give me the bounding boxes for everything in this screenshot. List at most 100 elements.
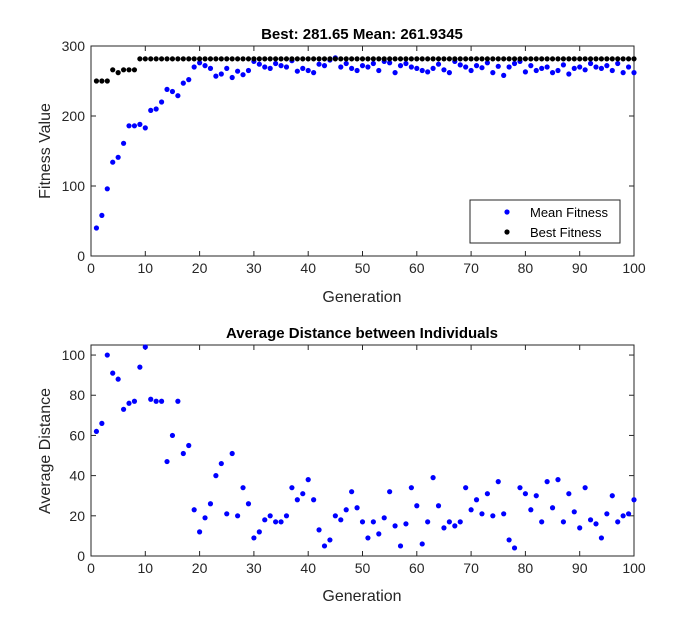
best-fitness-point	[473, 56, 480, 62]
mean-fitness-point	[430, 65, 436, 71]
mean-fitness-point	[419, 67, 425, 74]
best-fitness-point	[93, 78, 100, 84]
distance-x-tick-label: 10	[138, 560, 154, 576]
distance-point	[376, 531, 382, 537]
distance-point	[495, 479, 501, 485]
distance-point	[381, 515, 387, 521]
best-fitness-point	[419, 56, 425, 62]
mean-fitness-point	[598, 65, 605, 71]
mean-fitness-point	[587, 60, 594, 67]
distance-point	[278, 519, 284, 525]
distance-point	[148, 396, 154, 402]
mean-fitness-point	[582, 67, 588, 73]
mean-fitness-point	[245, 67, 252, 74]
mean-fitness-point	[316, 61, 322, 67]
distance-point	[544, 479, 550, 485]
best-fitness-point	[484, 56, 490, 62]
distance-point	[631, 497, 637, 503]
mean-fitness-point	[131, 123, 138, 129]
best-fitness-point	[245, 56, 252, 62]
mean-fitness-point	[571, 65, 577, 71]
distance-point	[370, 519, 376, 525]
best-fitness-point	[403, 56, 409, 62]
best-fitness-point	[397, 56, 404, 62]
mean-fitness-point	[175, 93, 181, 99]
best-fitness-point	[224, 56, 230, 62]
best-fitness-point	[104, 78, 110, 84]
best-fitness-point	[120, 67, 127, 73]
fitness-x-tick-label: 100	[622, 260, 646, 276]
mean-fitness-point	[235, 68, 241, 74]
distance-point	[202, 515, 208, 521]
mean-fitness-point	[169, 88, 176, 95]
mean-fitness-point	[577, 64, 583, 70]
mean-fitness-point	[425, 69, 431, 75]
mean-fitness-point	[408, 64, 414, 70]
distance-y-tick-label: 80	[69, 387, 85, 403]
best-fitness-point	[533, 56, 539, 62]
mean-fitness-point	[549, 70, 556, 76]
distance-point	[452, 523, 458, 529]
distance-point	[435, 503, 442, 509]
distance-point	[300, 491, 306, 497]
distance-point	[305, 477, 311, 483]
distance-point	[549, 505, 556, 511]
mean-fitness-point	[387, 60, 393, 66]
fitness-y-tick-label: 300	[62, 38, 86, 54]
distance-point	[235, 513, 241, 519]
best-fitness-point	[506, 56, 512, 62]
distance-point	[419, 541, 425, 547]
distance-point	[158, 398, 165, 404]
distance-data-points	[93, 344, 637, 551]
best-fitness-point	[593, 56, 599, 62]
best-fitness-point	[115, 70, 121, 76]
mean-fitness-point	[484, 60, 490, 66]
best-fitness-point	[327, 56, 333, 62]
distance-point	[625, 511, 632, 517]
best-fitness-point	[99, 78, 105, 84]
distance-x-tick-label: 60	[409, 560, 425, 576]
distance-point	[321, 543, 328, 549]
best-fitness-point	[273, 56, 279, 62]
distance-point	[528, 507, 534, 513]
mean-fitness-point	[158, 99, 165, 105]
distance-y-tick-label: 0	[77, 548, 85, 564]
mean-fitness-point	[137, 121, 143, 127]
distance-point	[338, 517, 344, 523]
mean-fitness-point	[479, 65, 485, 71]
best-fitness-point	[343, 56, 349, 62]
best-fitness-point	[582, 56, 588, 62]
distance-y-tick-label: 100	[62, 347, 86, 363]
mean-fitness-point	[180, 80, 186, 86]
mean-fitness-point	[343, 60, 349, 67]
distance-point	[582, 485, 588, 491]
mean-fitness-point	[506, 64, 512, 70]
distance-plot-title: Average Distance between Individuals	[226, 325, 498, 342]
distance-point	[110, 370, 116, 376]
best-fitness-point	[631, 56, 637, 62]
mean-fitness-point	[338, 64, 344, 70]
fitness-x-tick-label: 10	[138, 260, 154, 276]
best-fitness-point	[479, 56, 485, 62]
fitness-axis-ticks: 0 10 20 30 40 50 60 70 80 90 100 0 100 200 300	[62, 38, 646, 276]
distance-point	[218, 460, 224, 467]
distance-x-tick-label: 80	[518, 560, 534, 576]
fitness-y-tick-label: 200	[62, 108, 86, 124]
mean-fitness-point	[294, 68, 300, 74]
best-fitness-point	[142, 56, 148, 62]
mean-fitness-point	[511, 60, 518, 67]
distance-point	[120, 406, 127, 412]
mean-fitness-point	[164, 86, 170, 92]
distance-point	[191, 507, 197, 513]
mean-fitness-point	[300, 65, 306, 71]
best-fitness-point	[131, 67, 138, 73]
distance-point	[169, 432, 176, 439]
mean-fitness-point	[267, 65, 273, 71]
distance-point	[332, 513, 338, 519]
distance-point	[387, 489, 393, 495]
best-fitness-point	[566, 56, 572, 62]
mean-fitness-point	[202, 63, 208, 69]
best-fitness-point	[229, 56, 235, 62]
distance-point	[365, 535, 371, 541]
best-fitness-point	[180, 56, 186, 62]
